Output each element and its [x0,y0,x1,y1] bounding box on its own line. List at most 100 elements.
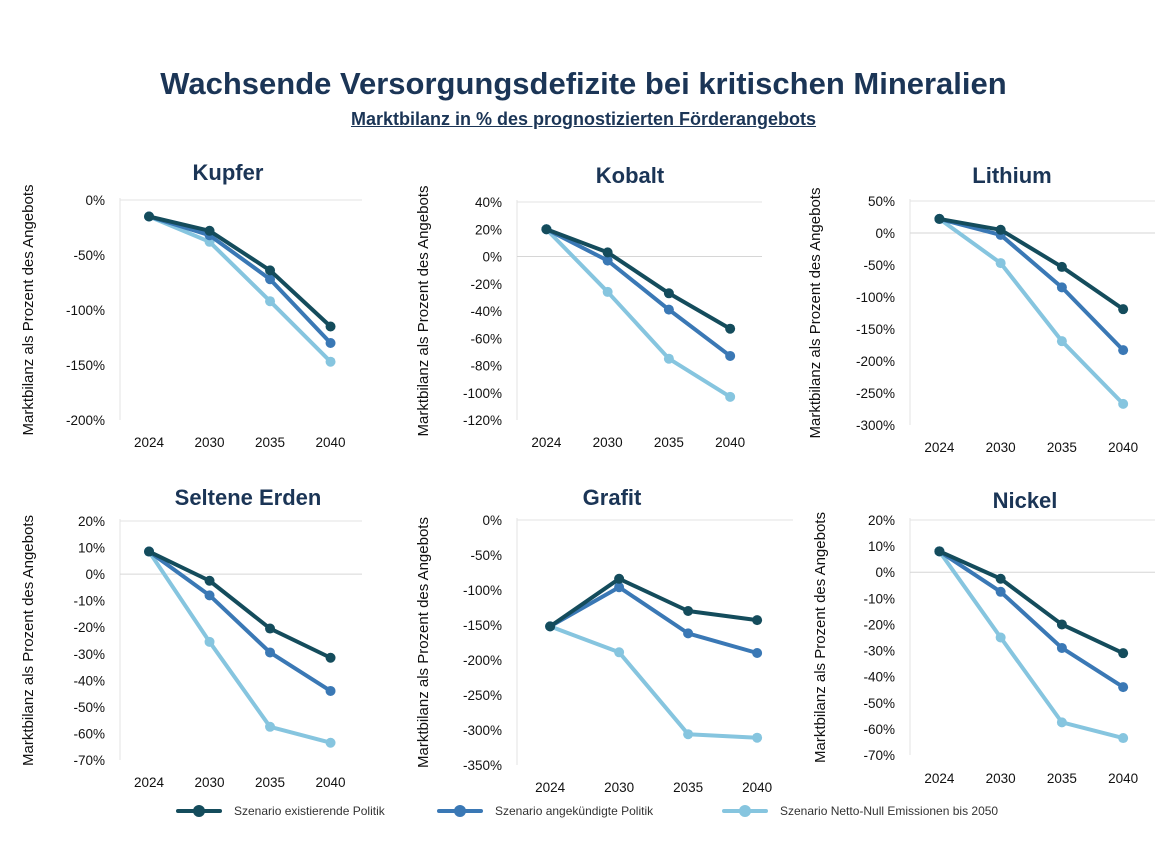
y-tick-label: -250% [856,386,895,401]
data-point-net-zero [325,737,336,748]
y-tick-label: -70% [73,753,105,768]
series-line-existing-policy [937,216,1126,312]
series-line-announced-policy [937,216,1126,353]
data-point-announced-policy [663,304,674,315]
chart-panel-lithium: Lithium Marktbilanz als Prozent des Angeb… [807,163,1155,455]
y-tick-label: 0% [85,193,105,208]
data-point-announced-policy [752,648,763,658]
x-tick-label: 2035 [1047,771,1077,786]
data-point-existing-policy [663,288,674,299]
chart-panel-grafit: Grafit Marktbilanz als Prozent des Angebo… [415,485,793,795]
series-line-existing-policy [544,227,733,331]
data-point-existing-policy [752,615,763,626]
y-tick-label: 20% [475,222,502,237]
y-tick-label: -200% [66,413,105,428]
chart-title-grafit: Grafit [583,485,642,510]
data-point-existing-policy [325,321,336,332]
data-point-announced-policy [1118,682,1129,693]
x-tick-label: 2024 [535,780,566,795]
data-point-existing-policy [995,573,1006,584]
data-point-net-zero [995,632,1006,643]
y-axis-label: Marktbilanz als Prozent des Angebots [807,188,824,439]
legend-swatch-announced-policy [437,805,483,817]
data-point-existing-policy [1118,304,1129,315]
series-line-net-zero [937,549,1126,741]
y-tick-label: 20% [868,513,895,528]
data-point-existing-policy [683,606,694,616]
series-line-net-zero [548,624,760,740]
series-line-net-zero [544,227,733,399]
x-tick-label: 2030 [195,775,225,790]
y-tick-label: -350% [463,758,502,773]
legend-item-announced-policy: Szenario angekündigte Politik [437,796,653,826]
y-tick-label: -120% [463,413,502,428]
data-point-net-zero [1056,717,1067,728]
data-point-existing-policy [602,247,613,258]
data-point-announced-policy [265,647,276,658]
data-point-announced-policy [1056,642,1067,653]
series-line-announced-policy [147,549,333,693]
y-tick-label: 0% [875,226,895,241]
series-line-existing-policy [147,214,333,329]
chart-title-nickel: Nickel [993,488,1058,513]
y-axis-label: Marktbilanz als Prozent des Angebots [415,517,432,768]
chart-subtitle: Marktbilanz in % des prognostizierten Fö… [350,109,817,129]
y-tick-label: -150% [856,322,895,337]
data-point-existing-policy [265,265,276,276]
data-point-net-zero [265,296,276,307]
data-point-existing-policy [934,546,945,557]
y-tick-label: -20% [863,617,895,632]
series-line-existing-policy [548,576,760,629]
y-tick-label: -200% [856,354,895,369]
data-point-net-zero [1118,733,1129,744]
y-tick-label: -80% [470,359,502,374]
data-point-existing-policy [614,573,625,584]
y-tick-label: -200% [463,653,502,668]
data-point-net-zero [725,391,736,402]
x-tick-label: 2040 [742,780,772,795]
legend-item-net-zero: Szenario Netto-Null Emissionen bis 2050 [722,796,998,826]
data-point-existing-policy [265,623,276,634]
y-tick-label: -70% [863,748,895,763]
data-point-existing-policy [1118,648,1129,659]
x-tick-label: 2024 [134,435,165,450]
y-tick-label: 50% [868,194,895,209]
x-tick-label: 2035 [1047,440,1077,455]
series-line-announced-policy [544,227,733,358]
data-point-net-zero [995,258,1006,269]
data-point-existing-policy [325,652,336,663]
series-line-announced-policy [548,585,760,655]
data-point-announced-policy [1118,345,1129,356]
data-point-existing-policy [204,575,215,586]
data-point-existing-policy [144,546,155,557]
legend-label-announced-policy: Szenario angekündigte Politik [495,804,654,818]
data-point-net-zero [663,353,674,364]
y-tick-label: -30% [863,644,895,659]
series-line-existing-policy [147,549,333,660]
y-tick-label: -60% [73,726,105,741]
x-tick-label: 2024 [924,771,955,786]
data-point-announced-policy [725,350,736,361]
x-tick-label: 2030 [986,771,1016,786]
legend-label-net-zero: Szenario Netto-Null Emissionen bis 2050 [780,804,999,818]
y-tick-label: -300% [463,723,502,738]
chart-panel-nickel: Nickel Marktbilanz als Prozent des Angebo… [812,488,1155,786]
y-tick-label: -40% [863,670,895,685]
data-point-net-zero [683,729,694,740]
legend-swatch-existing-policy [176,805,222,817]
data-point-net-zero [602,286,613,297]
y-tick-label: -20% [73,620,105,635]
data-point-announced-policy [602,255,613,266]
data-point-net-zero [265,721,276,732]
data-point-announced-policy [325,685,336,696]
series-line-existing-policy [937,549,1126,656]
y-tick-label: 0% [875,565,895,580]
data-point-existing-policy [545,621,556,632]
y-axis-label: Marktbilanz als Prozent des Angebots [415,186,432,437]
x-tick-label: 2035 [654,435,684,450]
data-point-existing-policy [541,224,552,235]
data-point-announced-policy [683,628,694,639]
y-tick-label: -150% [463,618,502,633]
data-point-announced-policy [614,582,625,593]
y-tick-label: -100% [463,386,502,401]
